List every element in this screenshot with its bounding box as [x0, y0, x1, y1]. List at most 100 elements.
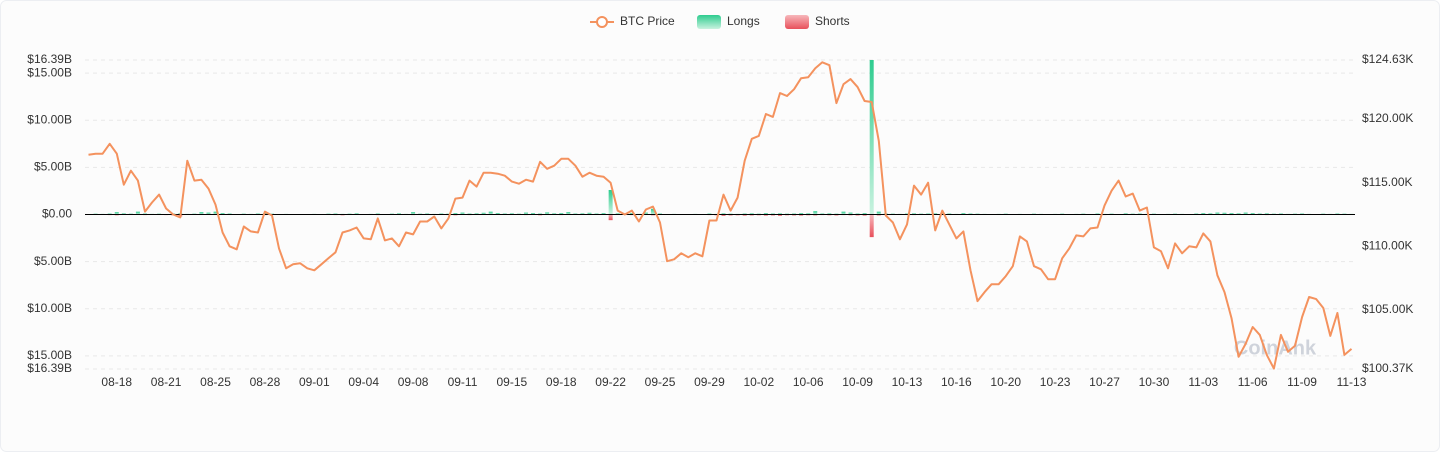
x-tick-label: 09-18	[546, 375, 577, 389]
bar	[848, 212, 853, 215]
x-tick-label: 10-09	[842, 375, 873, 389]
y-tick-label: $5.00B	[34, 254, 72, 268]
bar	[869, 214, 874, 238]
x-tick-label: 08-25	[200, 375, 231, 389]
bar	[114, 212, 119, 215]
bar	[806, 213, 811, 215]
x-tick-label: 10-06	[793, 375, 824, 389]
bar	[587, 212, 592, 215]
bar	[862, 214, 867, 216]
x-tick-label: 10-30	[1139, 375, 1170, 389]
x-tick-label: 10-16	[941, 375, 972, 389]
x-tick-label: 10-23	[1040, 375, 1071, 389]
y2-tick-label: $110.00K	[1362, 239, 1413, 253]
y-tick-label: $15.00B	[27, 65, 72, 79]
bar	[1215, 212, 1220, 215]
bar	[763, 213, 768, 215]
x-tick-label: 08-21	[151, 375, 182, 389]
bar	[799, 213, 804, 215]
y-tick-label: $5.00B	[34, 160, 72, 174]
legend-label: Longs	[727, 14, 760, 28]
bar	[460, 212, 465, 215]
x-tick-label: 09-01	[299, 375, 330, 389]
legend-swatch	[785, 15, 809, 29]
bar	[1243, 212, 1248, 215]
x-tick-label: 11-06	[1238, 375, 1268, 389]
bar	[912, 213, 917, 215]
bar	[509, 213, 514, 215]
bar	[629, 213, 634, 215]
bar	[721, 213, 726, 215]
legend-label: Shorts	[815, 14, 850, 28]
bar	[869, 60, 874, 215]
bar	[580, 213, 585, 215]
bar	[396, 213, 401, 215]
y2-tick-label: $124.63K	[1362, 52, 1413, 66]
bar	[643, 212, 648, 215]
bar	[545, 212, 550, 215]
x-tick-label: 11-03	[1188, 375, 1218, 389]
bar	[1250, 213, 1255, 215]
bar	[474, 213, 479, 215]
bar	[601, 213, 606, 215]
bar	[1201, 213, 1206, 215]
bar	[523, 212, 528, 215]
bar	[777, 214, 782, 216]
bar	[650, 208, 655, 215]
bar	[608, 189, 613, 215]
bar	[481, 212, 486, 215]
x-tick-label: 09-15	[497, 375, 528, 389]
bar	[1236, 213, 1241, 215]
x-tick-label: 11-13	[1337, 375, 1367, 389]
x-tick-label: 10-20	[990, 375, 1021, 389]
bar	[763, 214, 768, 216]
bar	[488, 211, 493, 215]
bar	[608, 214, 613, 221]
bar	[827, 213, 832, 215]
x-tick-label: 10-27	[1089, 375, 1120, 389]
bar	[961, 213, 966, 215]
bar	[354, 213, 359, 215]
bar	[552, 213, 557, 215]
bar	[1208, 213, 1213, 215]
legend-swatch	[596, 16, 608, 28]
bar	[799, 214, 804, 216]
x-tick-label: 09-25	[645, 375, 676, 389]
y-tick-label: $16.39B	[27, 361, 72, 375]
y2-tick-label: $100.37K	[1362, 361, 1413, 375]
y-tick-label: $16.39B	[27, 52, 72, 66]
bar	[1229, 213, 1234, 215]
x-tick-label: 08-28	[250, 375, 281, 389]
price-line	[88, 61, 1353, 370]
bar	[841, 211, 846, 215]
bar	[1123, 213, 1128, 215]
x-tick-label: 10-02	[743, 375, 774, 389]
bar	[1264, 213, 1269, 215]
y-tick-label: $0.00	[42, 207, 72, 221]
bar	[777, 213, 782, 215]
bar	[206, 212, 211, 215]
bar	[933, 213, 938, 215]
x-tick-label: 09-22	[595, 375, 626, 389]
bar	[721, 214, 726, 216]
y2-tick-label: $105.00K	[1362, 302, 1413, 316]
y-tick-label: $10.00B	[27, 112, 72, 126]
y-tick-label: $15.00B	[27, 348, 72, 362]
bar	[220, 213, 225, 215]
bar	[135, 211, 140, 215]
bar	[862, 213, 867, 215]
y-tick-label: $10.00B	[27, 301, 72, 315]
bar	[453, 213, 458, 215]
x-tick-label: 08-18	[101, 375, 132, 389]
y2-tick-label: $120.00K	[1362, 111, 1413, 125]
bar	[1222, 212, 1227, 215]
x-tick-label: 09-08	[398, 375, 429, 389]
bar	[749, 213, 754, 215]
bar	[742, 214, 747, 216]
bar	[876, 211, 881, 215]
y2-tick-label: $115.00K	[1362, 175, 1413, 189]
bar	[531, 213, 536, 215]
bar	[121, 213, 126, 215]
legend-label: BTC Price	[620, 14, 675, 28]
